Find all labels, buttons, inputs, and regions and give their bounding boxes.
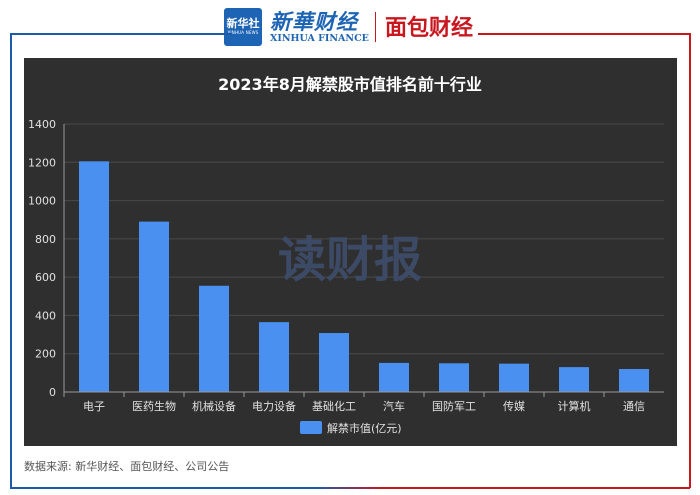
x-tick-label: 基础化工 xyxy=(312,399,356,413)
data-source-note: 数据来源: 新华财经、面包财经、公司公告 xyxy=(24,460,230,473)
y-tick-label: 800 xyxy=(35,233,56,246)
xinhua-finance-logo-cn: 新華财经 xyxy=(270,10,358,34)
xinhua-badge-cn: 新华社 xyxy=(226,17,260,30)
y-tick-label: 1400 xyxy=(28,118,56,131)
bar[interactable] xyxy=(199,285,229,392)
bar[interactable] xyxy=(79,161,109,392)
y-tick-label: 200 xyxy=(35,348,56,361)
bar-layer xyxy=(79,161,649,392)
x-tick-label: 机械设备 xyxy=(192,399,236,413)
x-tick-label: 传媒 xyxy=(503,400,525,413)
frame-line-left xyxy=(10,33,12,488)
watermark: 读财报 xyxy=(278,232,422,288)
legend[interactable]: 解禁市值(亿元) xyxy=(300,421,402,435)
bar[interactable] xyxy=(139,221,169,392)
legend-label: 解禁市值(亿元) xyxy=(327,421,402,435)
xinhua-finance-logo-en: XINHUA FINANCE xyxy=(270,33,369,44)
frame-line-top-left xyxy=(10,33,232,35)
xinhua-news-logo: 新华社 XINHUA NEWS xyxy=(224,8,262,46)
x-tick-label: 计算机 xyxy=(558,399,591,413)
frame-line-right xyxy=(689,33,691,488)
header: 新华社 XINHUA NEWS 新華财经 XINHUA FINANCE 面包财经 xyxy=(0,0,700,48)
bar[interactable] xyxy=(499,363,529,392)
frame-line-bottom xyxy=(10,487,690,489)
header-separator xyxy=(375,12,376,42)
y-tick-label: 400 xyxy=(35,309,56,322)
axis-layer: 0 200 400 600 800 1000 1200 1400 电子 医药生物 机械设备 电力设备 基… xyxy=(28,118,664,413)
y-tick-label: 1000 xyxy=(28,195,56,208)
bar[interactable] xyxy=(379,362,409,392)
bar[interactable] xyxy=(619,369,649,392)
chart-title: 2023年8月解禁股市值排名前十行业 xyxy=(218,75,482,94)
bar[interactable] xyxy=(439,363,469,392)
mianbao-finance-logo: 面包财经 xyxy=(385,16,474,41)
chart-panel: 2023年8月解禁股市值排名前十行业 读财报 0 200 400 600 800 1000… xyxy=(24,58,677,446)
x-tick-label: 医药生物 xyxy=(132,399,176,413)
xinhua-badge-en: XINHUA NEWS xyxy=(227,30,259,35)
frame-line-top-right xyxy=(478,33,690,35)
bar[interactable] xyxy=(559,367,589,392)
bar-chart: 2023年8月解禁股市值排名前十行业 读财报 0 200 400 600 800 1000… xyxy=(28,75,664,435)
bar[interactable] xyxy=(259,322,289,392)
y-tick-label: 600 xyxy=(35,271,56,284)
x-tick-label: 电力设备 xyxy=(252,399,296,413)
x-tick-label: 通信 xyxy=(623,400,645,413)
x-tick-label: 汽车 xyxy=(383,399,405,413)
bar[interactable] xyxy=(319,333,349,392)
y-tick-label: 0 xyxy=(49,386,56,399)
y-tick-label: 1200 xyxy=(28,156,56,169)
x-tick-label: 电子 xyxy=(83,400,105,413)
x-tick-label: 国防军工 xyxy=(432,399,476,413)
legend-swatch xyxy=(300,421,322,434)
